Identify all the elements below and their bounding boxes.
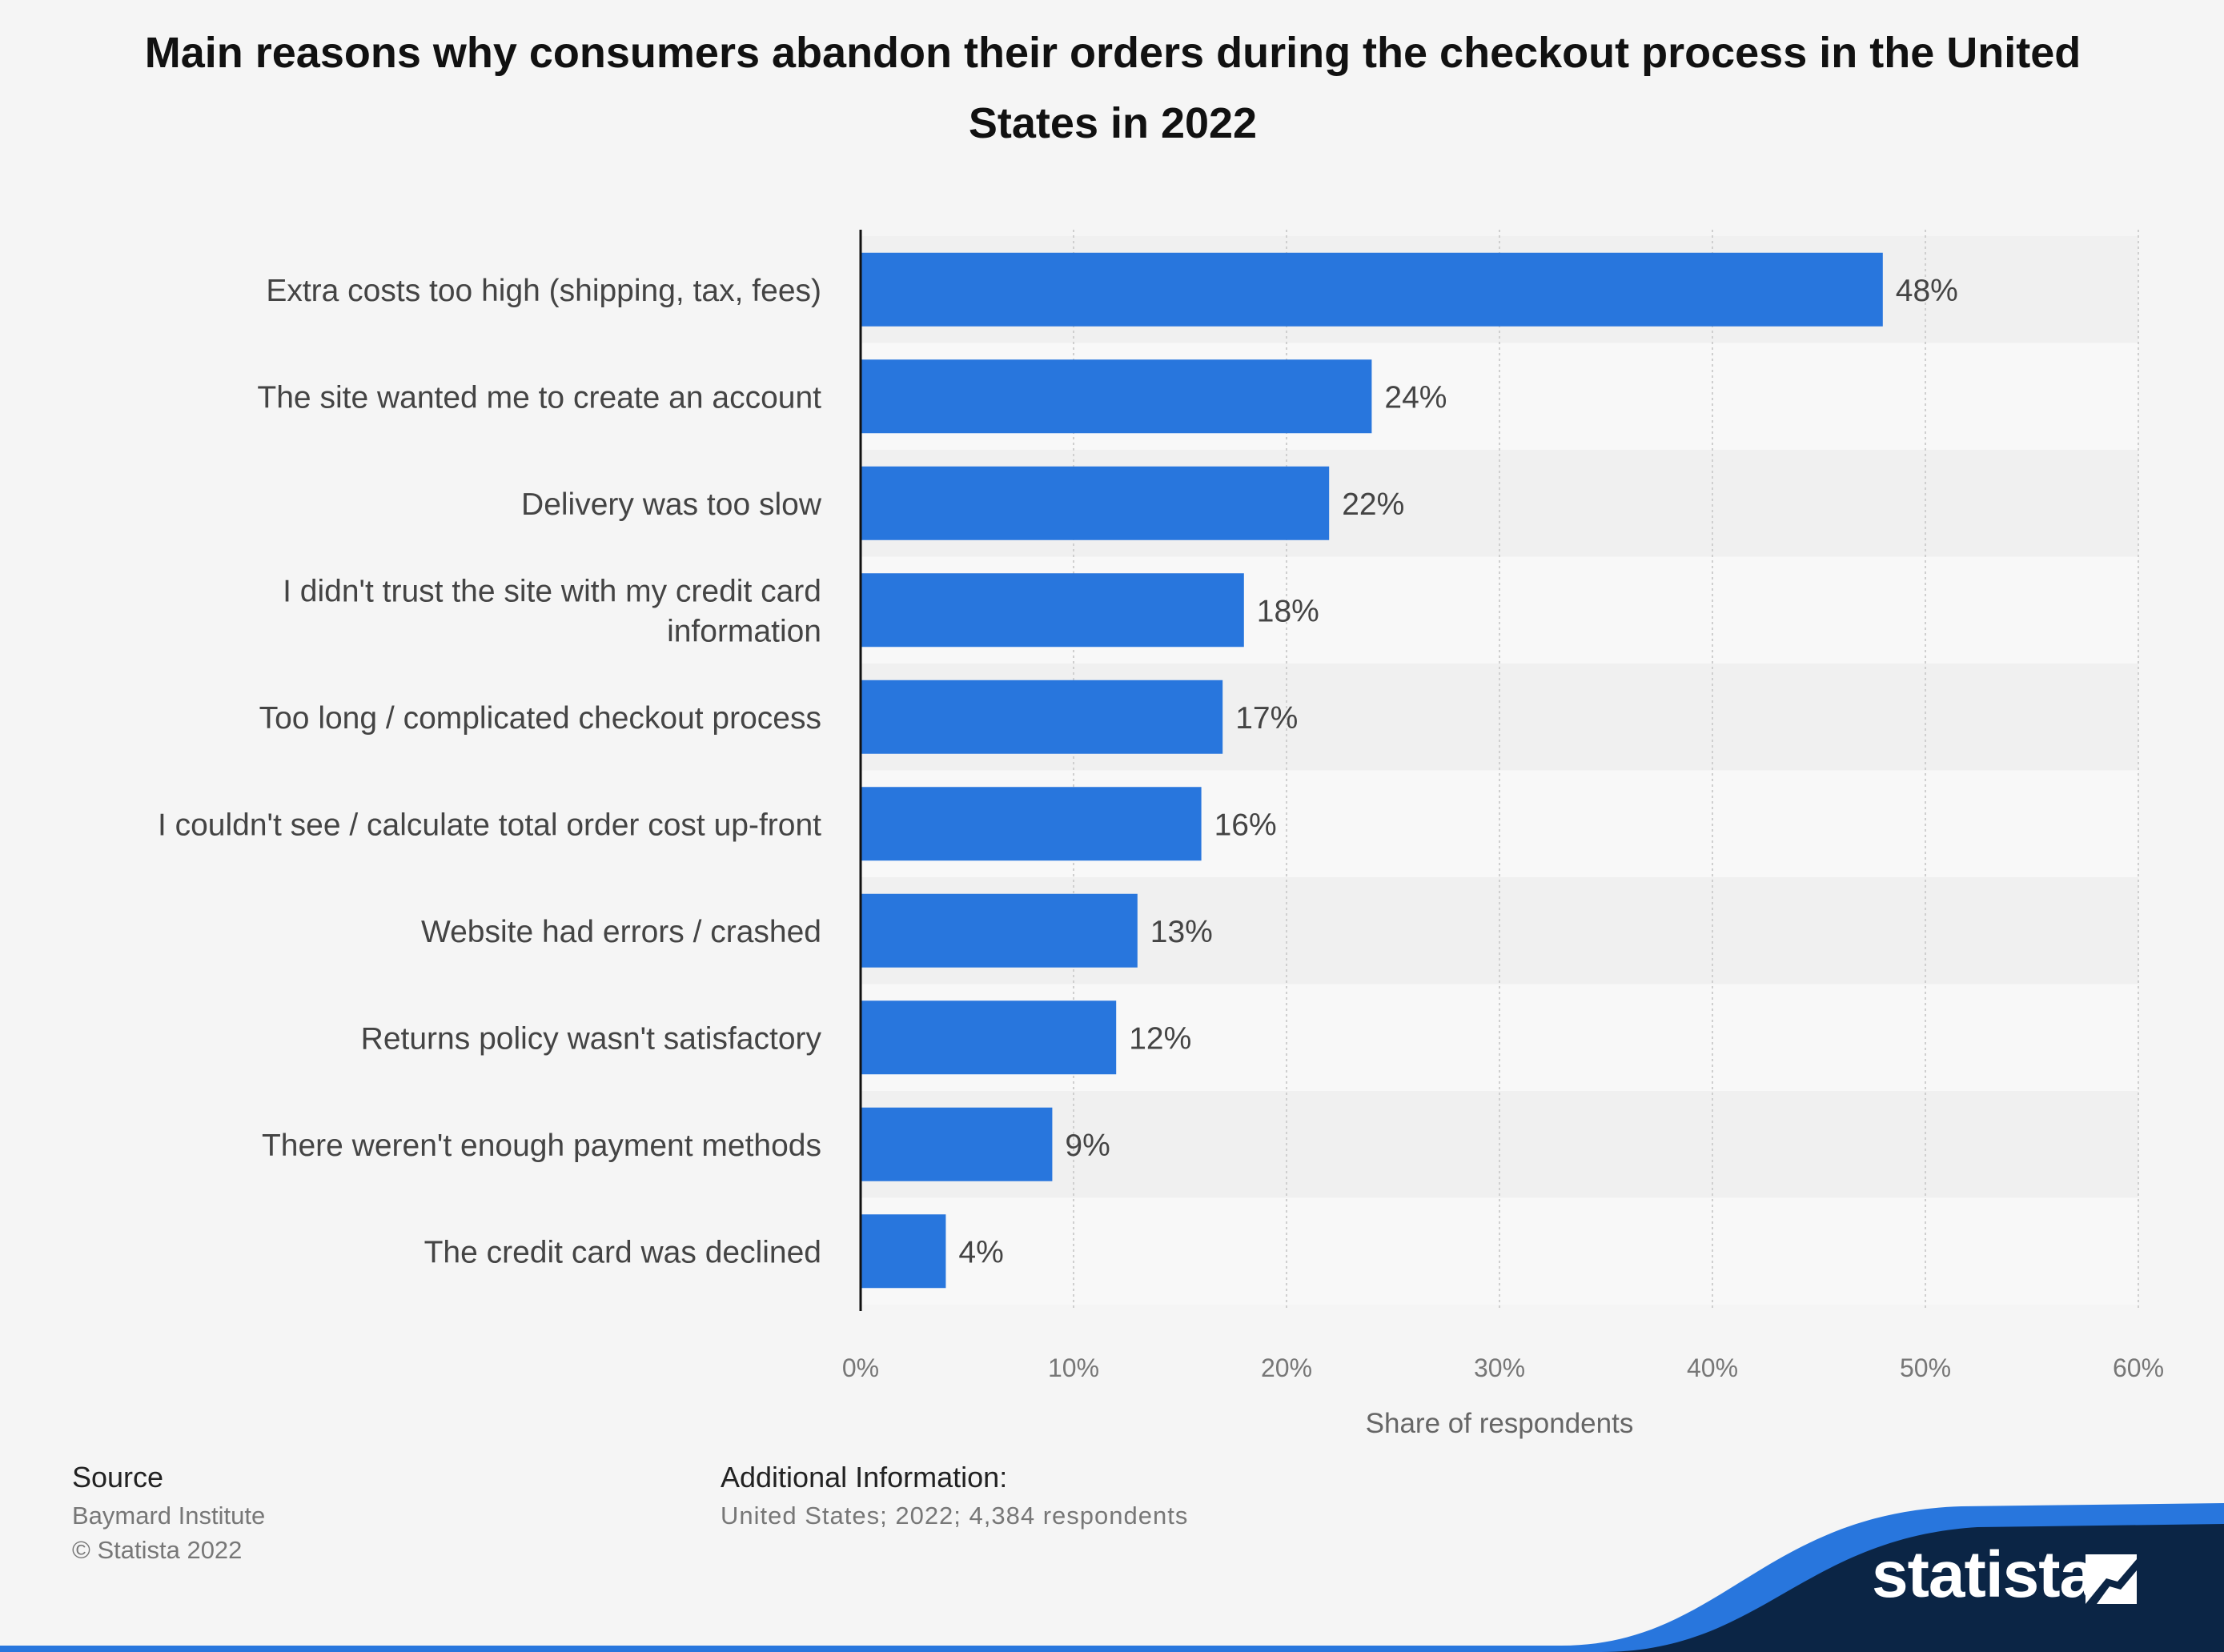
value-label: 17% (1235, 701, 1298, 736)
x-tick-label: 30% (1474, 1353, 1525, 1382)
bar (861, 787, 1202, 861)
bar-chart: Extra costs too high (shipping, tax, fee… (158, 230, 2164, 1439)
source-heading: Source (72, 1461, 164, 1494)
category-labels: Extra costs too high (shipping, tax, fee… (158, 274, 822, 1270)
bar (861, 1214, 946, 1289)
value-label: 22% (1342, 487, 1404, 522)
x-tick-label: 40% (1687, 1353, 1738, 1382)
x-tick-label: 10% (1048, 1353, 1099, 1382)
value-label: 4% (958, 1235, 1003, 1269)
value-labels: 48% 24% 22% 18% 17% 16% 13% 12% 9% 4% (958, 274, 1957, 1270)
value-label: 48% (1896, 274, 1958, 308)
copyright-notice: © Statista 2022 (72, 1536, 243, 1564)
bar (861, 680, 1223, 754)
category-label: information (667, 614, 821, 648)
category-label: The credit card was declined (424, 1235, 821, 1269)
statista-wordmark[interactable]: statista (1872, 1538, 2096, 1611)
category-label: I couldn't see / calculate total order c… (158, 808, 821, 842)
category-label: Delivery was too slow (521, 487, 822, 522)
source-name: Baymard Institute (72, 1502, 266, 1530)
value-label: 13% (1150, 915, 1213, 949)
category-label: There weren't enough payment methods (262, 1129, 821, 1163)
bar (861, 1107, 1053, 1181)
statista-logo-icon (2086, 1554, 2137, 1604)
bar (861, 1000, 1117, 1075)
category-label: Website had errors / crashed (421, 915, 821, 949)
bar (861, 466, 1330, 540)
value-label: 9% (1065, 1129, 1110, 1163)
footer-swoosh (0, 1503, 2224, 1652)
bars (861, 252, 1883, 1289)
category-label: Too long / complicated checkout process (259, 701, 821, 736)
category-label: Extra costs too high (shipping, tax, fee… (266, 274, 821, 308)
value-label: 18% (1257, 594, 1319, 628)
x-axis-title: Share of respondents (1366, 1408, 1634, 1439)
category-label: The site wanted me to create an account (257, 380, 821, 415)
value-label: 16% (1214, 808, 1277, 842)
bar (861, 252, 1883, 327)
additional-info-text: United States; 2022; 4,384 respondents (721, 1502, 1189, 1530)
x-tick-label: 60% (2113, 1353, 2164, 1382)
x-tick-label: 20% (1261, 1353, 1312, 1382)
category-label: I didn't trust the site with my credit c… (283, 574, 821, 608)
additional-info-heading: Additional Information: (721, 1461, 1008, 1494)
chart-title: Main reasons why consumers abandon their… (144, 29, 2081, 147)
value-label: 24% (1384, 380, 1447, 415)
bar (861, 359, 1372, 434)
x-axis-ticks: 0% 10% 20% 30% 40% 50% 60% (842, 1353, 2164, 1382)
bar (861, 573, 1244, 648)
value-label: 12% (1129, 1021, 1191, 1056)
x-tick-label: 50% (1900, 1353, 1951, 1382)
x-tick-label: 0% (842, 1353, 879, 1382)
bar (861, 893, 1138, 968)
category-label: Returns policy wasn't satisfactory (361, 1021, 822, 1056)
